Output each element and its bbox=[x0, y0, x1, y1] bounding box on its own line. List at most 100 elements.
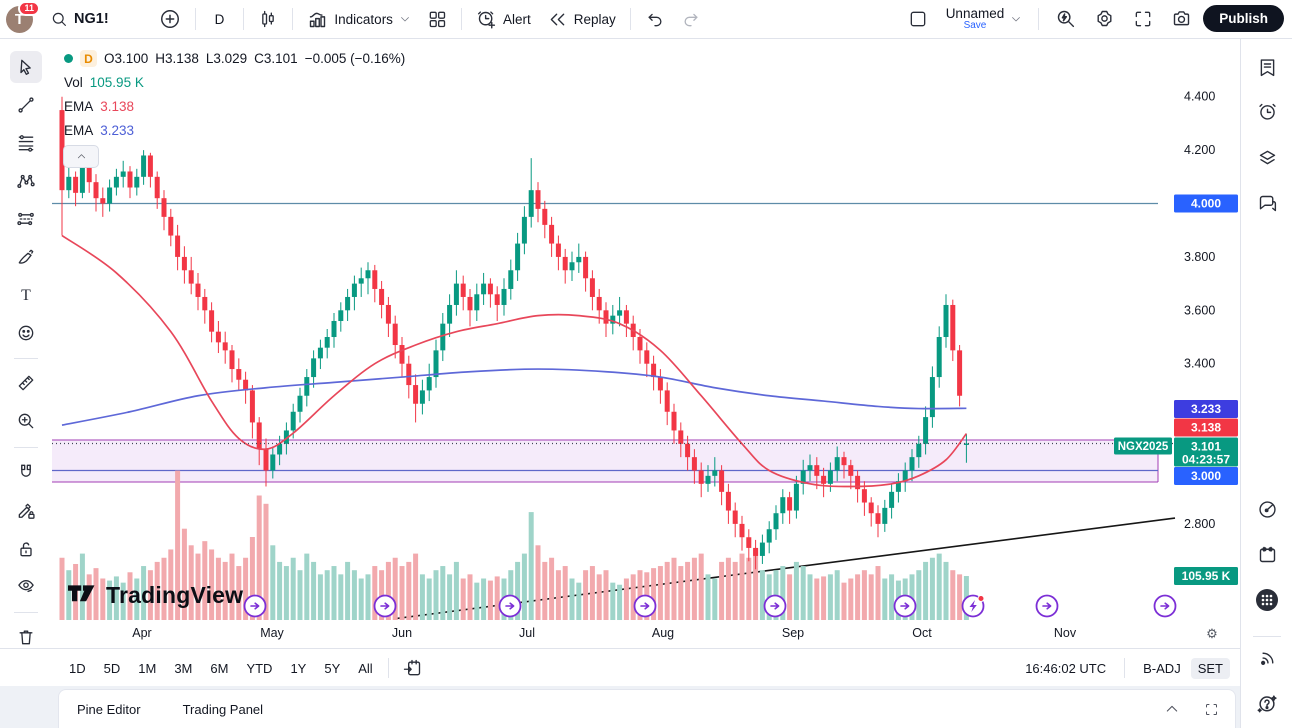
brush-tool-button[interactable] bbox=[10, 241, 42, 273]
ohlc-change: −0.005 (−0.16%) bbox=[304, 51, 406, 66]
divider bbox=[14, 358, 38, 359]
magnet-tool-button[interactable] bbox=[10, 456, 42, 488]
hide-drawings-button[interactable] bbox=[10, 570, 42, 602]
svg-text:Aug: Aug bbox=[652, 626, 674, 640]
chart-canvas[interactable]: Apr May Jun Jul Aug Sep Oct Nov ⚙ 4.400 4.200 3.800… bbox=[52, 38, 1240, 648]
trash-icon bbox=[19, 630, 33, 645]
measure-tool-button[interactable] bbox=[10, 367, 42, 399]
svg-text:May: May bbox=[260, 626, 284, 640]
left-toolbar: T bbox=[0, 38, 52, 648]
replay-button[interactable]: Replay bbox=[540, 5, 623, 34]
emoji-tool-button[interactable] bbox=[10, 317, 42, 349]
pine-editor-button[interactable]: Pine Editor bbox=[77, 701, 141, 717]
chart-style-button[interactable] bbox=[251, 5, 285, 33]
lock-drawings-button[interactable] bbox=[10, 533, 42, 565]
redo-button[interactable] bbox=[674, 5, 708, 33]
magnet-icon bbox=[21, 464, 31, 477]
add-symbol-button[interactable] bbox=[152, 4, 188, 34]
range-button-5d[interactable]: 5D bbox=[103, 660, 121, 676]
trading-panel-button[interactable]: Trading Panel bbox=[182, 701, 264, 717]
trend-line-icon bbox=[18, 97, 34, 113]
cursor-tool-button[interactable] bbox=[10, 51, 42, 83]
volume-value: 105.95 K bbox=[89, 75, 144, 90]
range-button-1d[interactable]: 1D bbox=[69, 660, 86, 676]
object-tree-button[interactable] bbox=[1251, 141, 1283, 173]
ema-fast-legend-row: EMA 3.138 bbox=[64, 99, 405, 114]
adjustment-toggle[interactable]: B-ADJ bbox=[1143, 660, 1181, 676]
symbol-search-button[interactable]: NG1! bbox=[43, 6, 116, 32]
grid-icon bbox=[429, 11, 446, 28]
expand-panel-icon[interactable] bbox=[1164, 701, 1180, 717]
range-button-3m[interactable]: 3M bbox=[174, 660, 193, 676]
publish-button[interactable]: Publish bbox=[1203, 5, 1284, 33]
publish-label: Publish bbox=[1219, 11, 1268, 27]
layout-grid-button[interactable] bbox=[420, 5, 454, 33]
interval-label: D bbox=[214, 11, 225, 27]
calendar-button[interactable] bbox=[1251, 538, 1283, 570]
symbol-name: NG1! bbox=[74, 11, 109, 27]
text-icon: T bbox=[21, 287, 31, 304]
maximize-pane-button[interactable] bbox=[63, 145, 99, 168]
alerts-panel-button[interactable] bbox=[1251, 95, 1283, 127]
streams-button[interactable] bbox=[1251, 642, 1283, 674]
fullscreen-button[interactable] bbox=[1126, 5, 1160, 33]
indicators-icon bbox=[310, 12, 326, 27]
layout-select-button[interactable] bbox=[901, 5, 935, 33]
svg-text:T: T bbox=[21, 287, 31, 304]
svg-text:Jun: Jun bbox=[392, 626, 412, 640]
cursor-icon bbox=[20, 59, 31, 76]
settlement-toggle[interactable]: SET bbox=[1190, 657, 1230, 679]
watchlist-button[interactable] bbox=[1251, 51, 1283, 83]
apps-grid-button[interactable] bbox=[1251, 584, 1283, 616]
svg-text:Oct: Oct bbox=[912, 626, 932, 640]
chat-button[interactable] bbox=[1251, 187, 1283, 219]
pattern-tool-button[interactable] bbox=[10, 165, 42, 197]
projection-tool-button[interactable] bbox=[10, 203, 42, 235]
svg-text:3.000: 3.000 bbox=[1191, 469, 1221, 483]
range-button-ytd[interactable]: YTD bbox=[246, 660, 273, 676]
svg-text:Apr: Apr bbox=[132, 626, 151, 640]
remove-drawings-button[interactable] bbox=[10, 621, 42, 653]
range-button-6m[interactable]: 6M bbox=[210, 660, 229, 676]
range-button-1m[interactable]: 1M bbox=[138, 660, 157, 676]
layers-icon bbox=[1259, 150, 1275, 164]
range-button-5y[interactable]: 5Y bbox=[324, 660, 341, 676]
fullscreen-icon bbox=[1135, 11, 1151, 27]
quick-search-button[interactable] bbox=[1048, 4, 1083, 33]
separator bbox=[1038, 7, 1040, 30]
indicators-button[interactable]: Indicators bbox=[300, 5, 418, 34]
fib-tool-button[interactable] bbox=[10, 127, 42, 159]
help-button[interactable] bbox=[1251, 687, 1283, 719]
price-chart[interactable]: Apr May Jun Jul Aug Sep Oct Nov ⚙ 4.400 4.200 3.800… bbox=[52, 38, 1240, 653]
user-avatar[interactable]: T 11 bbox=[6, 0, 40, 33]
scanner-button[interactable] bbox=[1251, 493, 1283, 525]
interval-button[interactable]: D bbox=[203, 8, 237, 31]
svg-text:NGX2025: NGX2025 bbox=[1118, 441, 1169, 453]
snapshot-button[interactable] bbox=[1164, 4, 1199, 33]
emoji-icon bbox=[18, 325, 34, 341]
range-button-1y[interactable]: 1Y bbox=[290, 660, 307, 676]
layout-square-icon bbox=[910, 11, 926, 27]
clock-utc[interactable]: 16:46:02 UTC bbox=[1025, 660, 1107, 676]
avatar-initial: T bbox=[14, 10, 25, 28]
eye-icon bbox=[18, 580, 34, 593]
save-layout-button[interactable]: Unnamed Save bbox=[939, 3, 1030, 36]
maximize-panel-icon[interactable] bbox=[1204, 702, 1219, 717]
alert-button[interactable]: Alert bbox=[469, 5, 538, 34]
trendline-tool-button[interactable] bbox=[10, 89, 42, 121]
text-tool-button[interactable]: T bbox=[10, 279, 42, 311]
zoom-tool-button[interactable] bbox=[10, 405, 42, 437]
watchlist-icon bbox=[1260, 58, 1274, 76]
settings-button[interactable] bbox=[1087, 4, 1122, 33]
svg-text:04:23:57: 04:23:57 bbox=[1182, 453, 1230, 467]
svg-text:Sep: Sep bbox=[782, 626, 804, 640]
drawing-mode-button[interactable] bbox=[10, 495, 42, 527]
lock-open-icon bbox=[20, 542, 32, 557]
chart-pane[interactable]: Apr May Jun Jul Aug Sep Oct Nov ⚙ 4.400 4.200 3.800… bbox=[52, 38, 1240, 648]
ema-fast-value: 3.138 bbox=[100, 99, 135, 114]
undo-button[interactable] bbox=[638, 5, 672, 33]
range-button-all[interactable]: All bbox=[358, 660, 373, 676]
contract-tag bbox=[1114, 437, 1172, 455]
go-to-date-button[interactable] bbox=[397, 655, 427, 681]
svg-text:3.600: 3.600 bbox=[1184, 303, 1215, 317]
